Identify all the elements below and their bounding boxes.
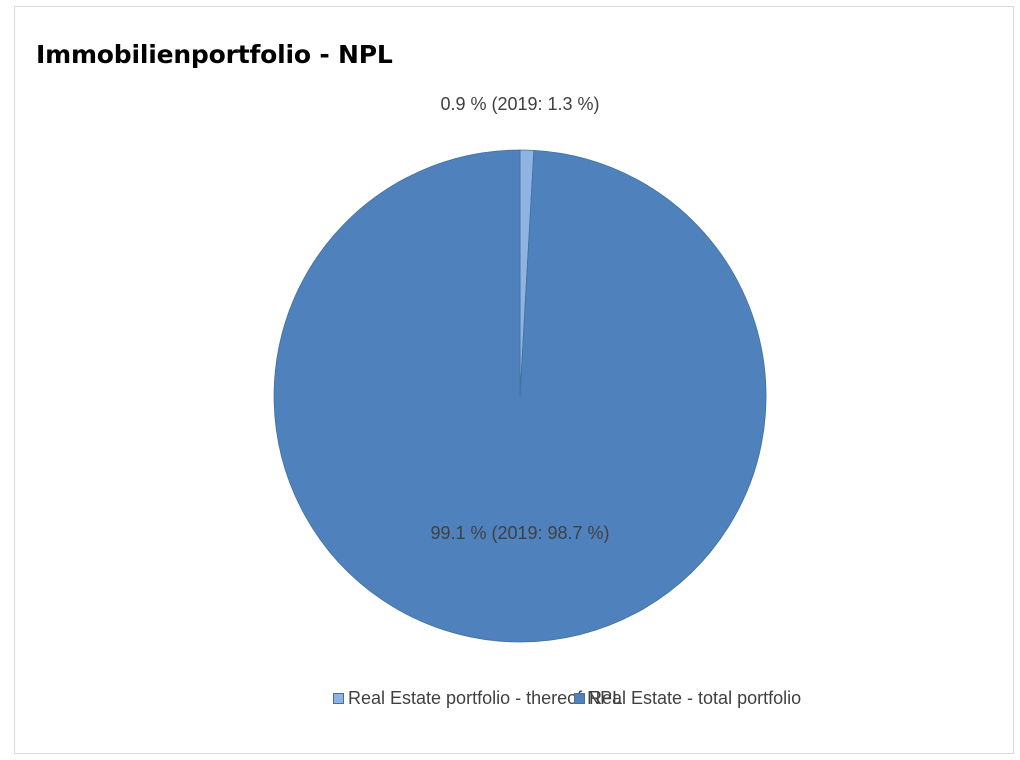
legend-label-npl: Real Estate portfolio - thereof NPL xyxy=(348,688,623,708)
legend-swatch-total xyxy=(574,693,585,704)
legend-item-total: Real Estate - total portfolio xyxy=(574,688,801,709)
chart-title: Immobilienportfolio - NPL xyxy=(36,40,393,69)
legend-swatch-npl xyxy=(333,693,344,704)
legend-label-total: Real Estate - total portfolio xyxy=(589,688,802,708)
pie-slice-total xyxy=(273,149,767,643)
chart-legend: Real Estate portfolio - thereof NPL Real… xyxy=(0,688,1020,718)
data-label-npl: 0.9 % (2019: 1.3 %) xyxy=(440,94,599,114)
data-label-total: 99.1 % (2019: 98.7 %) xyxy=(430,523,609,543)
legend-item-npl: Real Estate portfolio - thereof NPL xyxy=(333,688,622,709)
